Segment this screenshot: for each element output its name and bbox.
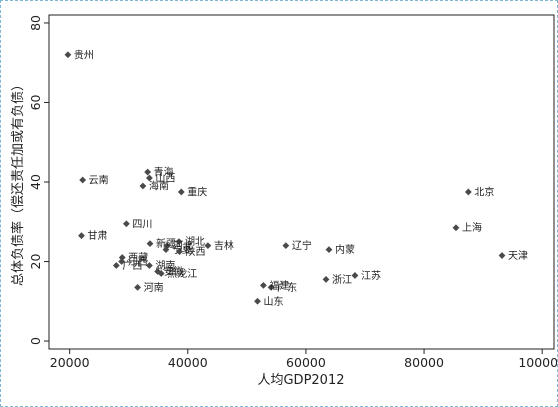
data-label: 湖南	[155, 259, 175, 272]
data-label: 河南	[144, 281, 164, 294]
data-label: 吉林	[214, 239, 234, 252]
data-point	[282, 242, 290, 250]
y-tick-label: 80	[28, 15, 43, 31]
data-label: 湖北	[185, 236, 205, 248]
data-point	[351, 272, 359, 279]
data-label: 广东	[277, 281, 297, 294]
x-tick-label: 60000	[286, 355, 326, 370]
data-label: 广西	[122, 260, 142, 272]
data-point	[79, 176, 87, 184]
data-label: 浙江	[332, 274, 352, 286]
plot-frame	[48, 14, 555, 350]
x-tick-label: 40000	[168, 355, 208, 370]
x-axis: 20000 40000 60000 80000 100000	[50, 349, 557, 370]
data-point	[322, 276, 330, 283]
data-point	[177, 188, 185, 196]
data-label: 重庆	[187, 185, 207, 198]
data-label: 河北	[173, 240, 193, 252]
data-label: 西藏	[128, 252, 148, 264]
data-label: 陕西	[186, 245, 206, 258]
y-tick-label: 40	[28, 174, 43, 190]
data-label: 云南	[89, 174, 109, 187]
data-label: 山西	[155, 173, 175, 185]
data-point	[176, 248, 183, 255]
data-label: 辽宁	[292, 239, 312, 252]
data-point	[260, 281, 267, 289]
x-tick-label: 80000	[404, 355, 444, 370]
y-axis-title: 总体负债率（偿还责任加或有负债）	[10, 78, 26, 286]
data-point	[254, 297, 261, 305]
data-point	[118, 258, 126, 265]
data-point	[134, 283, 141, 291]
data-point	[157, 270, 165, 277]
data-point	[267, 283, 275, 291]
data-label: 山东	[263, 295, 283, 308]
data-point	[464, 188, 472, 196]
data-label: 青海	[154, 166, 174, 179]
data-point	[175, 238, 183, 246]
data-point	[144, 168, 152, 176]
data-point	[146, 262, 153, 269]
x-tick-label: 100000	[518, 355, 557, 370]
data-label: 安徽	[164, 265, 184, 278]
data-point	[146, 240, 154, 248]
y-axis: 0 20 40 60 80	[28, 15, 49, 345]
data-label: 上海	[462, 221, 482, 234]
data-point	[163, 242, 171, 250]
data-point	[204, 242, 212, 250]
data-label: 新疆	[156, 237, 176, 250]
y-tick-label: 20	[28, 254, 43, 270]
data-label: 贵州	[74, 48, 94, 61]
data-point	[122, 220, 130, 228]
data-label: 黑龙江	[167, 267, 197, 280]
data-point	[452, 224, 460, 232]
data-points	[64, 51, 506, 305]
data-label: 宁夏	[172, 243, 192, 256]
data-label: 内蒙	[335, 243, 355, 256]
data-point	[78, 232, 85, 240]
data-point	[154, 268, 162, 275]
data-point	[118, 254, 126, 261]
data-point	[112, 262, 120, 269]
data-point	[139, 182, 147, 190]
data-point	[162, 246, 170, 253]
data-label: 福建	[269, 279, 289, 292]
data-label: 江苏	[361, 269, 381, 282]
x-tick-label: 20000	[50, 355, 90, 370]
data-point	[325, 246, 333, 253]
data-label: 北京	[474, 185, 494, 198]
data-label: 江西	[128, 256, 148, 268]
data-point	[64, 51, 72, 59]
data-label: 天津	[508, 250, 528, 262]
data-label: 四川	[132, 219, 152, 230]
data-point	[498, 252, 506, 259]
x-axis-title: 人均GDP2012	[257, 373, 344, 388]
data-label: 甘肃	[87, 229, 107, 242]
y-tick-label: 60	[28, 94, 43, 110]
data-label: 海南	[149, 179, 169, 192]
y-tick-label: 0	[28, 337, 43, 345]
data-point	[146, 174, 153, 182]
